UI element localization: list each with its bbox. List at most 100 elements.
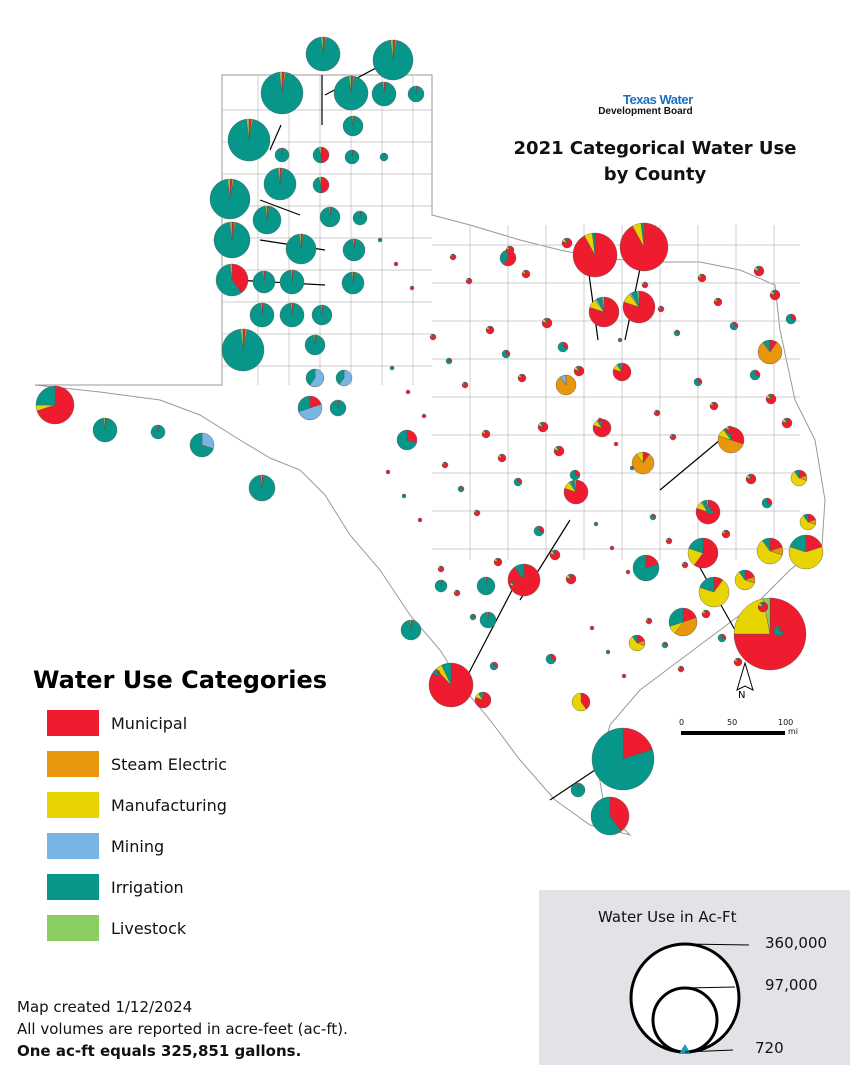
- pie-slice: [312, 147, 322, 164]
- pie-slice: [371, 81, 397, 107]
- pie-slice: [35, 385, 56, 406]
- county-pie: [344, 149, 360, 165]
- county-pie: [513, 477, 523, 487]
- pie-slice: [590, 796, 622, 836]
- county-pie: [372, 39, 414, 81]
- county-pie: [569, 469, 581, 481]
- pie-slice: [320, 146, 330, 164]
- pie-slice: [559, 374, 567, 386]
- county-pie: [628, 634, 646, 652]
- pie-slice: [341, 271, 365, 295]
- pie-slice: [649, 513, 657, 521]
- pie-slice: [788, 546, 824, 570]
- county-pie: [433, 669, 441, 677]
- pie-slice: [717, 633, 727, 643]
- county-pie: [725, 425, 735, 435]
- county-pie: [473, 509, 481, 517]
- pie-slice: [400, 619, 422, 641]
- county-pie: [745, 473, 757, 485]
- legend-swatch: [47, 833, 99, 859]
- pie-slice: [790, 471, 807, 487]
- county-pie: [421, 413, 427, 419]
- county-pie: [701, 609, 711, 619]
- pie-slice: [489, 325, 491, 331]
- pie-slice: [229, 263, 233, 281]
- pie-slice: [738, 569, 746, 581]
- county-pie: [319, 206, 341, 228]
- pie-slice: [279, 71, 283, 94]
- logo-line2: Development Board: [598, 106, 693, 117]
- county-pie: [571, 692, 591, 712]
- county-boundaries: [222, 75, 800, 560]
- county-pie: [734, 569, 756, 591]
- county-pie: [537, 421, 549, 433]
- pie-slice: [640, 222, 645, 248]
- pie-slice: [484, 576, 487, 587]
- note-conversion: One ac-ft equals 325,851 gallons.: [17, 1042, 302, 1060]
- pie-slice: [335, 369, 345, 385]
- legend-item-mining: Mining: [47, 832, 164, 860]
- county-pie: [733, 597, 807, 671]
- county-pie: [227, 118, 271, 162]
- county-pie: [713, 297, 723, 307]
- pie-slice: [249, 302, 275, 328]
- pie-slice: [501, 349, 511, 359]
- county-pie: [505, 245, 515, 255]
- county-pie: [668, 607, 698, 637]
- pie-slice: [628, 636, 645, 652]
- county-pie: [785, 313, 797, 325]
- legend-swatch: [47, 792, 99, 818]
- pie-slice: [277, 167, 281, 185]
- county-pie: [629, 465, 635, 471]
- pie-slice: [513, 477, 523, 487]
- legend-swatch: [47, 915, 99, 941]
- county-pie: [393, 261, 399, 267]
- pie-slice: [213, 221, 251, 259]
- pie-slice: [781, 417, 793, 429]
- pie-slice: [794, 469, 800, 479]
- county-pie: [507, 563, 541, 597]
- pie-slice: [318, 146, 322, 156]
- pie-slice: [189, 432, 214, 458]
- pie-slice: [601, 296, 605, 313]
- leader-line: [459, 574, 521, 691]
- county-pie: [541, 317, 553, 329]
- pie-slice: [571, 692, 587, 712]
- pie-slice: [757, 601, 769, 613]
- north-arrow-icon: [736, 661, 754, 691]
- county-pie: [517, 373, 527, 383]
- county-pie: [625, 569, 631, 575]
- county-pie: [761, 497, 773, 509]
- legend-label: Livestock: [111, 918, 187, 938]
- county-pie: [469, 613, 477, 621]
- scale-label-50: 50: [727, 718, 738, 727]
- county-pie: [790, 469, 808, 487]
- pie-slice: [304, 334, 326, 356]
- county-pie: [389, 365, 395, 371]
- legend-label: Municipal: [111, 713, 188, 733]
- pie-slice: [734, 571, 755, 591]
- pie-slice: [382, 81, 385, 95]
- county-pie: [631, 451, 655, 475]
- pie-slice: [565, 573, 577, 585]
- pie-slice: [260, 474, 263, 489]
- pie-slice: [514, 563, 525, 581]
- pie-slice: [248, 474, 276, 502]
- county-pie: [673, 329, 681, 337]
- pie-slice: [636, 451, 644, 464]
- pie-slice: [409, 619, 412, 631]
- note-units: All volumes are reported in acre-feet (a…: [17, 1020, 348, 1038]
- county-pie: [657, 305, 665, 313]
- county-pie: [305, 36, 341, 72]
- pie-slice: [336, 399, 339, 409]
- pie-slice: [377, 237, 383, 243]
- county-pie: [665, 537, 673, 545]
- county-pie: [765, 393, 777, 405]
- county-pie: [92, 417, 118, 443]
- county-pie: [589, 625, 595, 631]
- pie-slice: [725, 529, 727, 535]
- legend-label: Manufacturing: [111, 795, 227, 815]
- size-legend-title: Water Use in Ac-Ft: [598, 908, 737, 926]
